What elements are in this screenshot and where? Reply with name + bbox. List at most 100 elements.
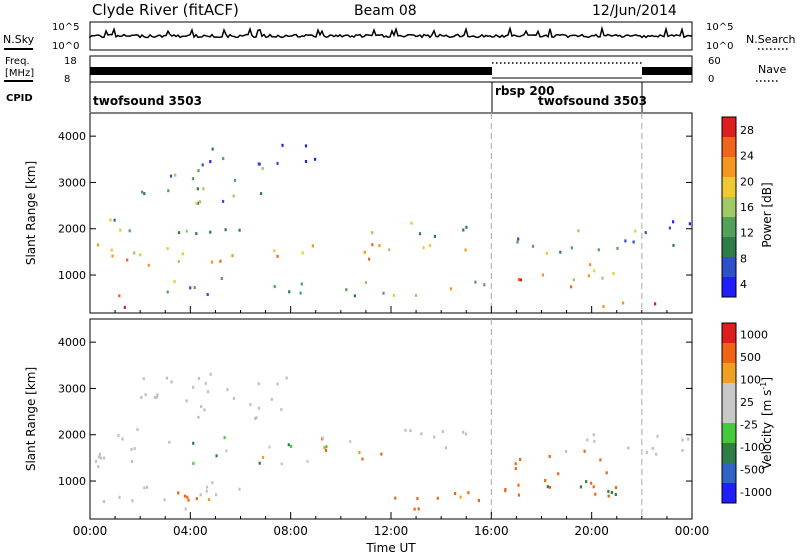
- heatmap-cell: [166, 247, 169, 251]
- heatmap-cell: [517, 493, 520, 497]
- colorbar-swatch: [722, 277, 736, 298]
- velocity-label-unit: [m s: [760, 390, 774, 416]
- heatmap-cell: [163, 498, 166, 502]
- heatmap-cell: [97, 455, 100, 459]
- heatmap-cell: [349, 440, 352, 443]
- heatmap-cell: [219, 259, 222, 263]
- freq-tick-high: 18: [64, 56, 77, 67]
- heatmap-cell: [204, 381, 207, 385]
- time-tick-label: 08:00: [273, 524, 308, 538]
- colorbar-swatch: [722, 443, 736, 464]
- heatmap-cell: [599, 458, 602, 462]
- heatmap-cell: [223, 436, 226, 440]
- heatmap-cell: [464, 248, 467, 252]
- heatmap-cell: [622, 301, 625, 305]
- colorbar-swatch: [722, 177, 736, 198]
- time-axis-label: Time UT: [365, 541, 416, 554]
- nsky-trace: [89, 25, 693, 39]
- heatmap-cell: [113, 218, 116, 222]
- heatmap-cell: [186, 495, 189, 499]
- heatmap-cell: [226, 388, 229, 392]
- heatmap-cell: [514, 467, 517, 471]
- heatmap-cell: [459, 495, 462, 499]
- heatmap-cell: [462, 430, 465, 434]
- heatmap-cell: [153, 396, 157, 399]
- heatmap-cell: [109, 218, 112, 222]
- heatmap-cell: [260, 192, 263, 196]
- heatmap-cell: [185, 399, 188, 403]
- power-colorbar: 28 24 20 16 12 8 4: [721, 116, 754, 298]
- heatmap-cell: [280, 462, 283, 466]
- heatmap-cell: [133, 447, 136, 451]
- colorbar-tick-label: -25: [740, 418, 758, 431]
- heatmap-cell: [96, 243, 100, 247]
- heatmap-cell: [325, 445, 328, 449]
- heatmap-cell: [433, 435, 436, 439]
- velocity-colorbar-label: Velocity [m s-1]: [759, 377, 774, 469]
- heatmap-cell: [232, 396, 235, 400]
- heatmap-cell: [358, 451, 361, 454]
- colorbar-tick-label: 100: [740, 373, 761, 386]
- time-tick-label: 16:00: [474, 524, 509, 538]
- time-tick-label: 00:00: [73, 524, 108, 538]
- heatmap-cell: [257, 382, 260, 386]
- heatmap-cell: [192, 385, 195, 389]
- colorbar-swatch: [722, 463, 736, 484]
- heatmap-cell: [433, 234, 436, 238]
- y-tick-label: 4000: [58, 336, 86, 349]
- heatmap-cell: [306, 459, 309, 463]
- heatmap-cell: [232, 194, 235, 198]
- heatmap-cell: [95, 459, 98, 463]
- heatmap-cell: [644, 231, 647, 235]
- heatmap-cell: [601, 276, 604, 280]
- heatmap-cell: [449, 287, 452, 291]
- heatmap-cell: [110, 248, 113, 252]
- heatmap-cell: [140, 395, 143, 399]
- heatmap-cell: [202, 187, 205, 191]
- heatmap-cell: [215, 493, 218, 497]
- heatmap-cell: [257, 162, 260, 166]
- heatmap-cell: [454, 492, 457, 495]
- heatmap-cell: [586, 438, 589, 442]
- cpid-mode-2: rbsp 200: [495, 84, 554, 98]
- heatmap-cell: [170, 380, 173, 384]
- heatmap-cell: [255, 416, 258, 420]
- time-tick-label: 00:00: [675, 524, 710, 538]
- heatmap-cell: [193, 286, 196, 290]
- heatmap-cell: [323, 446, 326, 450]
- heatmap-cell: [287, 443, 290, 447]
- heatmap-cell: [99, 456, 103, 460]
- heatmap-cell: [634, 229, 637, 233]
- heatmap-cell: [222, 157, 225, 161]
- cpid-panel: CPID twofsound 3503 rbsp 200 twofsound 3…: [6, 82, 647, 112]
- heatmap-cell: [102, 500, 105, 503]
- heatmap-cell: [388, 248, 391, 252]
- colorbar-swatch: [722, 197, 736, 218]
- heatmap-cell: [203, 408, 206, 412]
- heatmap-cell: [192, 461, 195, 465]
- heatmap-cell: [324, 448, 328, 452]
- heatmap-cell: [531, 244, 535, 248]
- heatmap-cell: [118, 495, 121, 499]
- heatmap-cell: [173, 280, 176, 284]
- heatmap-cell: [209, 230, 212, 234]
- heatmap-cell: [174, 173, 177, 177]
- heatmap-cell: [418, 232, 422, 236]
- nave-label: Nave: [758, 63, 786, 76]
- heatmap-cell: [225, 449, 228, 453]
- heatmap-cell: [585, 480, 588, 484]
- heatmap-cell: [196, 187, 199, 191]
- heatmap-cell: [361, 457, 364, 461]
- heatmap-cell: [681, 449, 684, 452]
- velocity-label-exp: -1: [759, 382, 768, 390]
- heatmap-cell: [519, 278, 522, 282]
- heatmap-cell: [474, 280, 477, 284]
- heatmap-cell: [143, 486, 146, 490]
- heatmap-cell: [141, 190, 144, 194]
- heatmap-cell: [368, 257, 371, 261]
- heatmap-cell: [191, 177, 195, 181]
- heatmap-cell: [517, 278, 521, 282]
- heatmap-cell: [133, 251, 136, 255]
- heatmap-cell: [273, 285, 276, 289]
